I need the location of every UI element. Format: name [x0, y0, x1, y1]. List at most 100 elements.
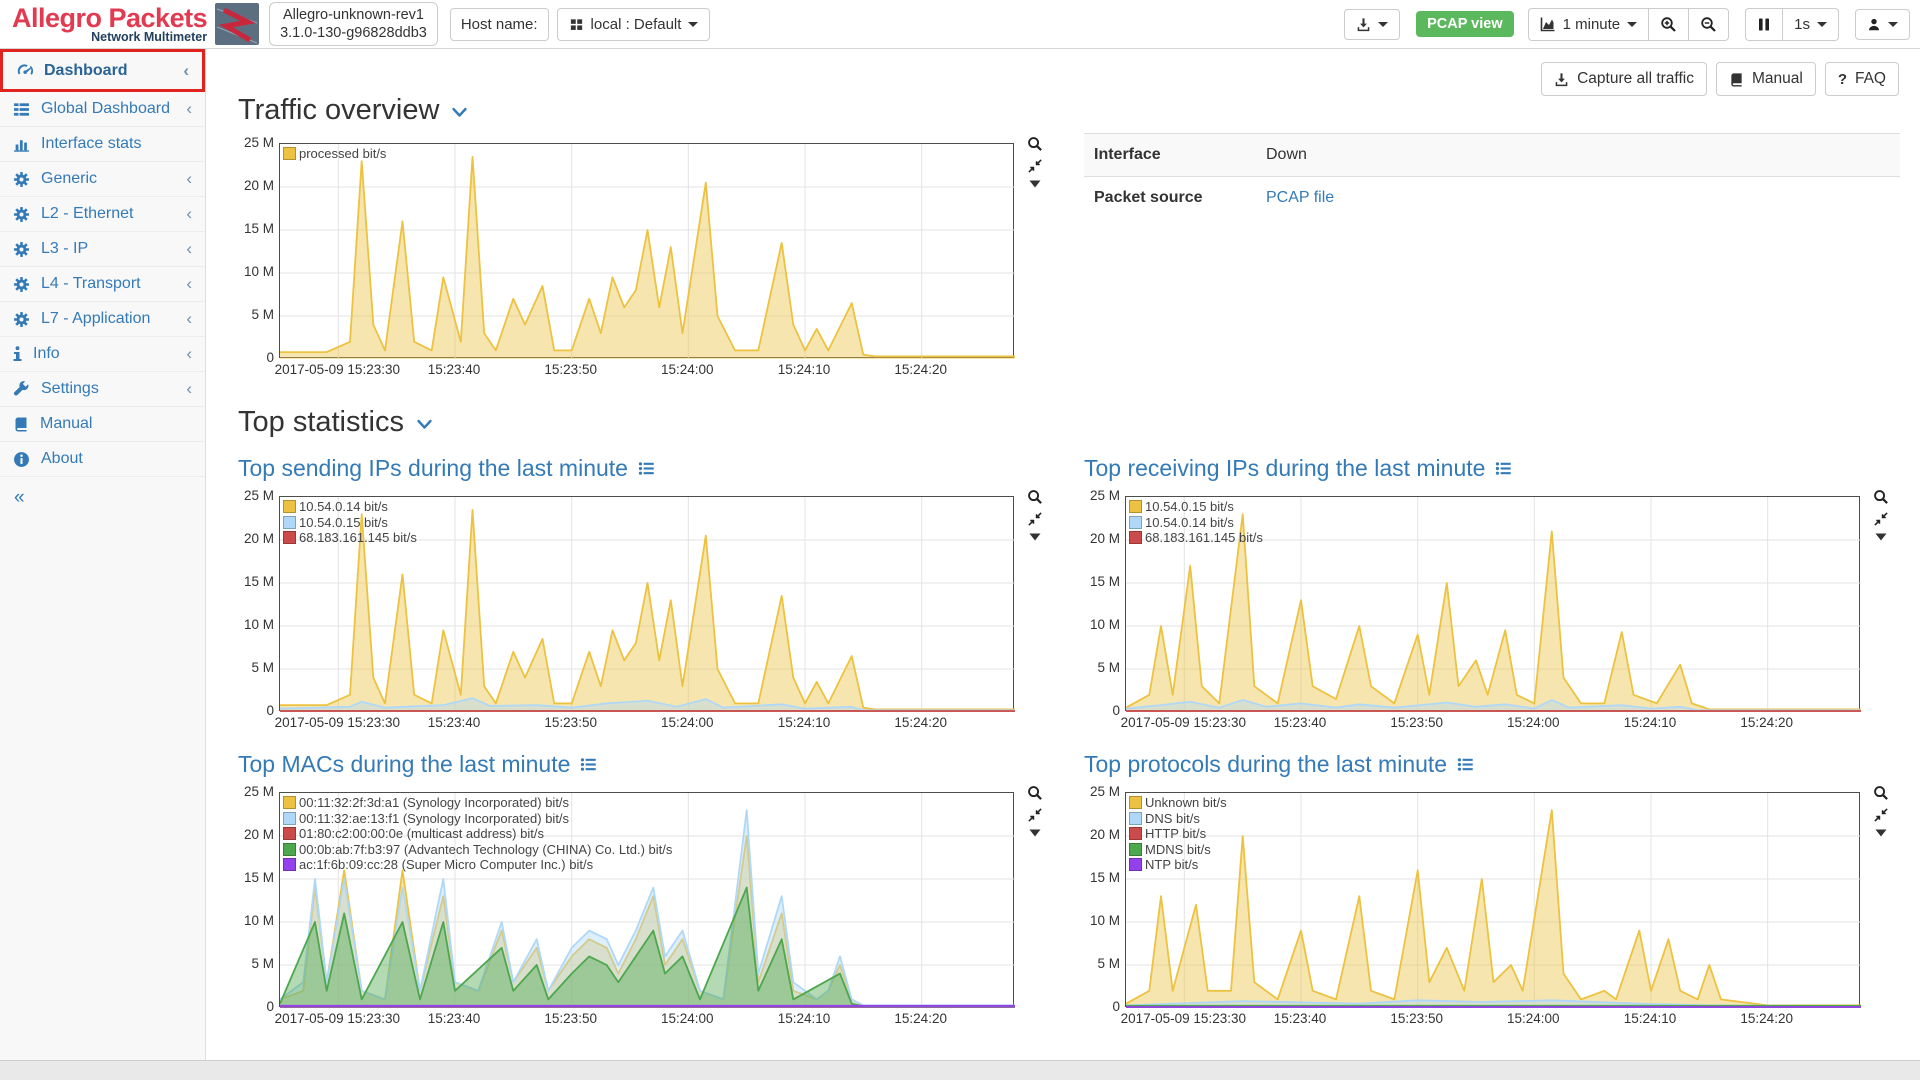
sidebar-item-l2-ethernet[interactable]: L2 - Ethernet ‹: [0, 197, 205, 232]
sidebar-item-manual[interactable]: Manual: [0, 407, 205, 442]
info-label: Interface: [1094, 146, 1161, 163]
sidebar-item-info[interactable]: Info ‹: [0, 337, 205, 372]
y-axis-tick-label: 25 M: [243, 135, 274, 150]
download-button[interactable]: [1344, 8, 1401, 40]
search-icon[interactable]: [1027, 136, 1043, 152]
search-icon[interactable]: [1873, 489, 1889, 505]
chart-legend: 10.54.0.14 bit/s 10.54.0.15 bit/s 68.183.1…: [283, 499, 417, 546]
legend-label: 10.54.0.14 bit/s: [299, 499, 388, 515]
user-icon: [1867, 17, 1881, 32]
caret-down-icon[interactable]: [1875, 829, 1887, 837]
legend-item: 68.183.161.145 bit/s: [283, 530, 417, 546]
pause-icon: [1757, 17, 1771, 32]
sidebar-item-about[interactable]: About: [0, 442, 205, 477]
chart-title-top-sending-ips[interactable]: Top sending IPs during the last minute: [238, 455, 1044, 482]
y-axis-tick-label: 5 M: [1097, 956, 1120, 971]
chart-title-top-protocols[interactable]: Top protocols during the last minute: [1084, 751, 1890, 778]
zoom-in-icon: [1660, 16, 1677, 33]
search-icon[interactable]: [1027, 489, 1043, 505]
grid-icon: [569, 17, 584, 32]
compress-icon[interactable]: [1028, 159, 1042, 173]
sidebar-item-global-dashboard[interactable]: Global Dashboard ‹: [0, 92, 205, 127]
sidebar-item-l7-application[interactable]: L7 - Application ‹: [0, 302, 205, 337]
x-axis-tick-label: 15:23:40: [1273, 715, 1327, 730]
sidebar-item-dashboard[interactable]: Dashboard ‹: [0, 49, 205, 92]
sidebar-item-settings[interactable]: Settings ‹: [0, 372, 205, 407]
compress-icon[interactable]: [1028, 512, 1042, 526]
legend-item: 10.54.0.14 bit/s: [283, 499, 417, 515]
x-axis-tick-label: 15:24:00: [661, 1011, 714, 1026]
legend-swatch: [283, 858, 296, 872]
legend-swatch: [1129, 500, 1142, 514]
y-axis-tick-label: 20 M: [243, 531, 274, 546]
gear-icon: [13, 311, 30, 328]
chart-plot[interactable]: 10.54.0.14 bit/s 10.54.0.15 bit/s 68.183.1…: [279, 496, 1015, 712]
legend-label: DNS bit/s: [1145, 810, 1200, 826]
compress-icon[interactable]: [1028, 808, 1042, 822]
chevron-down-icon[interactable]: [451, 106, 468, 119]
list-menu-icon: [638, 460, 655, 477]
x-axis-labels: 2017-05-09 15:23:30 15:23:40 15:23:50 15:24…: [275, 1007, 1014, 1029]
version-line2: 3.1.0-130-g96828ddb3: [280, 25, 427, 41]
gear-icon: [13, 276, 30, 293]
legend-item: NTP bit/s: [1129, 857, 1227, 873]
zoom-in-button[interactable]: [1648, 7, 1689, 41]
interval-select[interactable]: 1 minute: [1527, 7, 1649, 41]
sidebar-item-l3-ip[interactable]: L3 - IP ‹: [0, 232, 205, 267]
chart-title-top-receiving-ips[interactable]: Top receiving IPs during the last minute: [1084, 455, 1890, 482]
logo[interactable]: Allegro Packets Network Multimeter: [12, 2, 260, 45]
chart-title-top-macs[interactable]: Top MACs during the last minute: [238, 751, 1044, 778]
bar-chart-icon: [13, 136, 30, 153]
section-traffic-overview: Traffic overview: [238, 94, 1900, 127]
chevron-left-icon: ‹: [186, 169, 192, 188]
top-receiving-ips-chart: 25 M 20 M 15 M 10 M 5 M 0 10.54.0.15 bit/s 10.5…: [1090, 488, 1888, 733]
legend-label: Unknown bit/s: [1145, 795, 1227, 811]
chart-plot[interactable]: processed bit/s: [279, 143, 1015, 359]
x-axis-tick-label: 15:24:20: [894, 715, 947, 730]
sidebar-item-l4-transport[interactable]: L4 - Transport ‹: [0, 267, 205, 302]
download-icon: [1356, 17, 1371, 32]
sidebar-item-generic[interactable]: Generic ‹: [0, 162, 205, 197]
chart-plot[interactable]: 10.54.0.15 bit/s 10.54.0.14 bit/s 68.183.1…: [1125, 496, 1861, 712]
pause-button[interactable]: [1745, 7, 1783, 41]
zoom-out-button[interactable]: [1688, 7, 1730, 41]
sidebar-item-label: About: [41, 450, 83, 467]
refresh-interval-select[interactable]: 1s: [1782, 7, 1839, 41]
chevron-left-icon: ‹: [186, 309, 192, 328]
sidebar-item-label: L4 - Transport: [41, 275, 141, 292]
legend-item: 10.54.0.15 bit/s: [283, 515, 417, 531]
legend-item: ac:1f:6b:09:cc:28 (Super Micro Computer …: [283, 857, 672, 873]
faq-button[interactable]: ? FAQ: [1824, 62, 1899, 96]
chart-plot[interactable]: Unknown bit/s DNS bit/s HTTP bit/s MDNS bit…: [1125, 792, 1861, 1008]
caret-down-icon[interactable]: [1029, 180, 1041, 188]
legend-swatch: [283, 842, 296, 856]
legend-label: 01:80:c2:00:00:0e (multicast address) bi…: [299, 826, 544, 842]
gear-icon: [13, 206, 30, 223]
caret-down-icon[interactable]: [1029, 829, 1041, 837]
chart-title-label: Top MACs during the last minute: [238, 751, 571, 777]
x-axis-tick-label: 15:24:20: [1740, 715, 1793, 730]
chart-title-label: Top receiving IPs during the last minute: [1084, 455, 1486, 481]
user-menu-button[interactable]: [1855, 8, 1910, 40]
manual-label: Manual: [1751, 70, 1803, 87]
logo-title: Allegro Packets: [12, 2, 208, 33]
search-icon[interactable]: [1027, 785, 1043, 801]
host-select[interactable]: local : Default: [556, 7, 711, 41]
pcap-file-link[interactable]: PCAP file: [1266, 189, 1335, 206]
sidebar-collapse-button[interactable]: «: [14, 487, 25, 508]
compress-icon[interactable]: [1874, 808, 1888, 822]
caret-down-icon[interactable]: [1029, 533, 1041, 541]
legend-item: HTTP bit/s: [1129, 826, 1227, 842]
download-icon: [1554, 72, 1569, 87]
search-icon[interactable]: [1873, 785, 1889, 801]
y-axis-tick-label: 15 M: [1089, 574, 1120, 589]
sidebar-item-interface-stats[interactable]: Interface stats: [0, 127, 205, 162]
capture-all-traffic-button[interactable]: Capture all traffic: [1541, 62, 1707, 96]
sidebar-item-label: Info: [33, 345, 60, 362]
chevron-down-icon[interactable]: [416, 418, 433, 431]
chart-plot[interactable]: 00:11:32:2f:3d:a1 (Synology Incorporated…: [279, 792, 1015, 1008]
y-axis-tick-label: 25 M: [243, 488, 274, 503]
compress-icon[interactable]: [1874, 512, 1888, 526]
manual-button[interactable]: Manual: [1715, 62, 1816, 96]
caret-down-icon[interactable]: [1875, 533, 1887, 541]
